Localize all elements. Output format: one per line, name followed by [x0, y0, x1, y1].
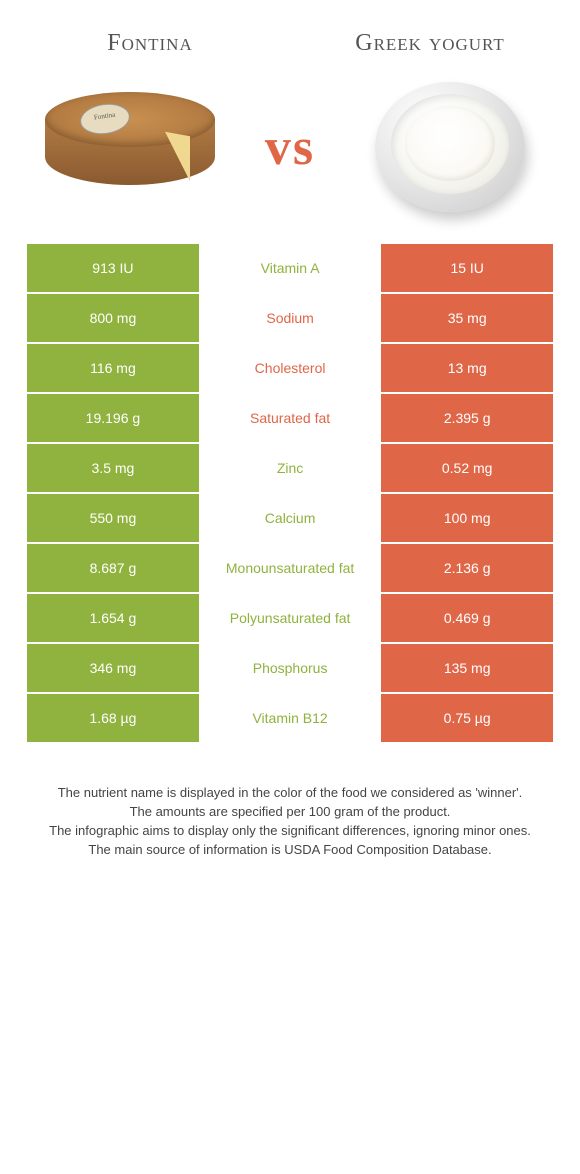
nutrient-label-cell: Cholesterol [201, 344, 380, 392]
left-value-cell: 1.654 g [27, 594, 199, 642]
right-food-title: Greek yogurt [330, 30, 530, 57]
right-value-cell: 0.469 g [381, 594, 553, 642]
nutrient-label-cell: Phosphorus [201, 644, 380, 692]
left-value-cell: 1.68 µg [27, 694, 199, 742]
table-row: 116 mgCholesterol13 mg [27, 344, 553, 392]
table-row: 8.687 gMonounsaturated fat2.136 g [27, 544, 553, 592]
left-value-cell: 550 mg [27, 494, 199, 542]
right-value-cell: 0.52 mg [381, 444, 553, 492]
right-value-cell: 0.75 µg [381, 694, 553, 742]
table-row: 800 mgSodium35 mg [27, 294, 553, 342]
comparison-tbody: 913 IUVitamin A15 IU800 mgSodium35 mg116… [27, 244, 553, 742]
nutrient-label-cell: Zinc [201, 444, 380, 492]
right-value-cell: 13 mg [381, 344, 553, 392]
left-value-cell: 8.687 g [27, 544, 199, 592]
right-value-cell: 2.136 g [381, 544, 553, 592]
header-row: Fontina Greek yogurt [0, 0, 580, 67]
nutrient-label-cell: Saturated fat [201, 394, 380, 442]
right-value-cell: 2.395 g [381, 394, 553, 442]
cheese-wheel-icon: Fontina [45, 92, 215, 202]
footer-notes: The nutrient name is displayed in the co… [30, 784, 550, 859]
right-value-cell: 100 mg [381, 494, 553, 542]
right-value-cell: 135 mg [381, 644, 553, 692]
nutrient-label-cell: Calcium [201, 494, 380, 542]
yogurt-bowl-icon [375, 82, 525, 212]
left-value-cell: 346 mg [27, 644, 199, 692]
nutrient-label-cell: Vitamin B12 [201, 694, 380, 742]
nutrient-label-cell: Polyunsaturated fat [201, 594, 380, 642]
nutrient-label-cell: Vitamin A [201, 244, 380, 292]
left-food-title: Fontina [50, 30, 250, 57]
left-value-cell: 116 mg [27, 344, 199, 392]
right-value-cell: 35 mg [381, 294, 553, 342]
footer-line: The nutrient name is displayed in the co… [30, 784, 550, 803]
images-row: Fontina vs [0, 67, 580, 242]
footer-line: The infographic aims to display only the… [30, 822, 550, 841]
table-row: 1.68 µgVitamin B120.75 µg [27, 694, 553, 742]
fontina-image: Fontina [40, 77, 220, 217]
nutrient-label-cell: Sodium [201, 294, 380, 342]
table-row: 1.654 gPolyunsaturated fat0.469 g [27, 594, 553, 642]
table-row: 913 IUVitamin A15 IU [27, 244, 553, 292]
table-row: 550 mgCalcium100 mg [27, 494, 553, 542]
table-row: 346 mgPhosphorus135 mg [27, 644, 553, 692]
left-value-cell: 800 mg [27, 294, 199, 342]
yogurt-image [360, 77, 540, 217]
left-value-cell: 3.5 mg [27, 444, 199, 492]
left-value-cell: 913 IU [27, 244, 199, 292]
vs-label: vs [265, 118, 315, 177]
table-row: 19.196 gSaturated fat2.395 g [27, 394, 553, 442]
footer-line: The main source of information is USDA F… [30, 841, 550, 860]
left-value-cell: 19.196 g [27, 394, 199, 442]
comparison-table: 913 IUVitamin A15 IU800 mgSodium35 mg116… [25, 242, 555, 744]
footer-line: The amounts are specified per 100 gram o… [30, 803, 550, 822]
table-row: 3.5 mgZinc0.52 mg [27, 444, 553, 492]
right-value-cell: 15 IU [381, 244, 553, 292]
nutrient-label-cell: Monounsaturated fat [201, 544, 380, 592]
